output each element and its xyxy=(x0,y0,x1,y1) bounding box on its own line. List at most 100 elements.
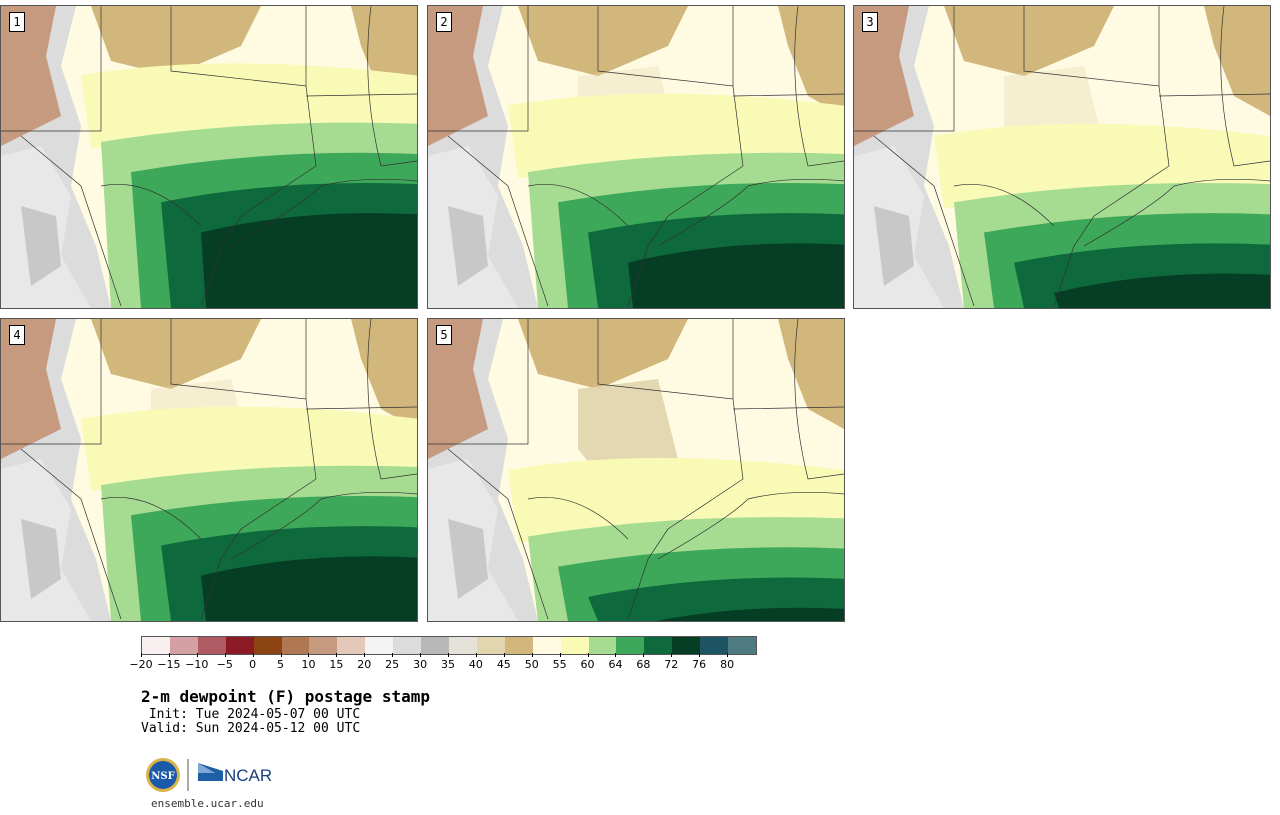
colorbar-tick xyxy=(364,653,366,657)
logos: NSF NCAR xyxy=(146,758,272,792)
colorbar-tick xyxy=(392,653,394,657)
colorbar-swatch xyxy=(588,637,617,654)
map-fill xyxy=(448,519,488,599)
state-boundary xyxy=(597,319,734,400)
colorbar-tick xyxy=(699,653,701,657)
colorbar-swatch xyxy=(142,637,170,654)
state-boundary xyxy=(305,93,417,97)
init-time: Init: Tue 2024-05-07 00 UTC xyxy=(141,707,361,722)
state-boundary xyxy=(170,319,307,400)
member-label: 1 xyxy=(9,12,25,32)
colorbar-tick-label: 30 xyxy=(413,658,428,671)
member-label: 3 xyxy=(862,12,878,32)
colorbar-tick xyxy=(448,653,449,657)
state-boundary xyxy=(1,6,102,132)
colorbar-tick-label: −15 xyxy=(157,658,181,671)
colorbar-tick xyxy=(727,653,729,657)
colorbar-swatch xyxy=(672,637,701,654)
nsf-logo-icon: NSF xyxy=(146,758,180,792)
state-boundary xyxy=(170,6,307,87)
map-fill xyxy=(91,319,261,389)
map-fill xyxy=(1,6,61,146)
dewpoint-map xyxy=(428,319,844,621)
state-boundary xyxy=(447,448,549,620)
colorbar-tick-label: 50 xyxy=(524,658,539,671)
colorbar-tick xyxy=(559,653,561,657)
map-fill xyxy=(201,556,417,621)
map-fill xyxy=(1054,273,1270,308)
colorbar-ticks: −20 −15 −10 −5 0 5 10 15 20 25 30 35 40 45 50 55 60 64 68 7… xyxy=(129,653,757,673)
state-boundary xyxy=(428,319,529,445)
colorbar-tick xyxy=(531,653,533,657)
state-boundary xyxy=(100,496,202,540)
colorbar-swatch xyxy=(560,637,589,654)
map-fill xyxy=(1204,6,1270,116)
valid-time: Valid: Sun 2024-05-12 00 UTC xyxy=(141,721,361,736)
dewpoint-map xyxy=(1,6,417,308)
colorbar-swatch xyxy=(365,637,394,654)
map-fill xyxy=(778,319,844,429)
colorbar-tick-label: 60 xyxy=(580,658,595,671)
colorbar-swatch xyxy=(448,637,477,654)
colorbar-swatch xyxy=(616,637,645,654)
state-boundary xyxy=(527,496,629,540)
colorbar-swatch xyxy=(337,637,366,654)
state-boundary xyxy=(230,492,417,560)
state-boundary xyxy=(200,85,317,307)
colorbar-swatch xyxy=(476,637,505,654)
colorbar-tick-label: 80 xyxy=(720,658,735,671)
nsf-logo-text: NSF xyxy=(151,771,174,782)
state-boundary xyxy=(1053,85,1170,307)
colorbar-tick-label: 68 xyxy=(636,658,651,671)
colorbar-tick-label: 5 xyxy=(277,658,285,671)
member-label: 4 xyxy=(9,325,25,345)
colorbar-tick xyxy=(141,653,142,657)
colorbar-tick-label: 15 xyxy=(329,658,344,671)
stamp-panel-2: 2 xyxy=(427,5,845,309)
state-boundary xyxy=(1083,179,1270,247)
colorbar-tick-label: −5 xyxy=(216,658,233,671)
member-label: 5 xyxy=(436,325,452,345)
colorbar-tick-label: 0 xyxy=(249,658,257,671)
colorbar-tick-label: 20 xyxy=(357,658,372,671)
colorbar-tick-label: 35 xyxy=(441,658,455,671)
colorbar-tick xyxy=(420,653,422,657)
map-fill xyxy=(518,6,688,76)
state-boundary xyxy=(20,448,122,620)
colorbar-swatch xyxy=(532,637,561,654)
colorbar-tick xyxy=(196,653,198,657)
colorbar-tick xyxy=(224,653,226,657)
state-boundary xyxy=(873,135,975,307)
colorbar-tick xyxy=(168,653,170,657)
colorbar-tick-label: −20 xyxy=(129,658,153,671)
state-boundary xyxy=(230,179,417,247)
state-boundary xyxy=(367,319,417,480)
colorbar-swatch xyxy=(644,637,673,654)
map-fill xyxy=(21,206,61,286)
stamp-panel-3: 3 xyxy=(853,5,1271,309)
map-fill xyxy=(1,319,61,459)
map-fill xyxy=(518,319,688,389)
colorbar-swatch xyxy=(421,637,449,654)
colorbar-tick-label: 55 xyxy=(552,658,567,671)
state-boundary xyxy=(1,319,102,445)
colorbar-swatch xyxy=(504,637,533,654)
stamp-panel-4: 4 xyxy=(0,318,418,622)
state-boundary xyxy=(627,85,744,307)
state-boundary xyxy=(732,406,844,410)
dewpoint-colorbar xyxy=(141,636,757,655)
map-fill xyxy=(874,206,914,286)
state-boundary xyxy=(527,183,629,227)
colorbar-tick xyxy=(643,653,645,657)
colorbar-tick xyxy=(615,653,617,657)
colorbar-tick xyxy=(252,653,254,657)
state-boundary xyxy=(794,319,844,480)
stamp-panel-1: 1 xyxy=(0,5,418,309)
map-fill xyxy=(428,6,488,146)
colorbar-swatch xyxy=(253,637,282,654)
state-boundary xyxy=(657,179,844,247)
state-boundary xyxy=(1158,93,1270,97)
map-fill xyxy=(628,243,844,308)
colorbar-tick xyxy=(308,653,310,657)
state-boundary xyxy=(100,183,202,227)
